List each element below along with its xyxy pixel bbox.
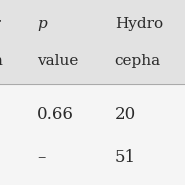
Text: cepha: cepha	[115, 54, 161, 68]
Text: 20: 20	[115, 106, 136, 123]
Text: 51: 51	[115, 149, 136, 166]
Text: p: p	[37, 17, 47, 31]
Text: n: n	[0, 54, 2, 68]
Text: –: –	[37, 149, 45, 166]
Text: 0.66: 0.66	[37, 106, 74, 123]
Text: Hydro: Hydro	[115, 17, 163, 31]
Bar	[0, 0, 185, 84]
Bar	[0, 84, 185, 185]
Text: value: value	[37, 54, 78, 68]
